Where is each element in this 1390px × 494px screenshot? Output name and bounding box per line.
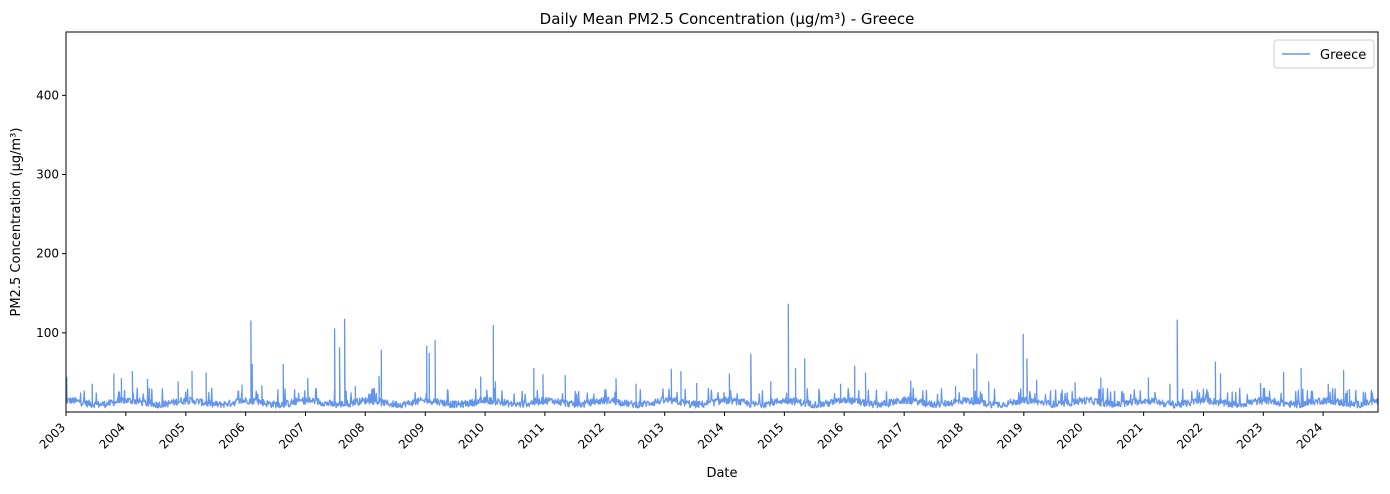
x-tick-label: 2010 xyxy=(456,420,487,451)
x-tick-label: 2004 xyxy=(96,420,127,451)
x-tick-label: 2014 xyxy=(695,420,726,451)
chart-title: Daily Mean PM2.5 Concentration (µg/m³) -… xyxy=(540,10,915,28)
x-tick-label: 2015 xyxy=(755,420,786,451)
y-axis: 100 200 300 400 xyxy=(36,88,66,340)
y-tick-label: 100 xyxy=(36,326,59,340)
plot-area xyxy=(65,303,1379,409)
y-axis-label: PM2.5 Concentration (µg/m³) xyxy=(9,128,24,317)
x-tick-label: 2003 xyxy=(37,420,68,451)
x-tick-label: 2006 xyxy=(216,420,247,451)
x-tick-label: 2016 xyxy=(815,420,846,451)
x-axis-label: Date xyxy=(706,466,737,481)
x-tick-label: 2005 xyxy=(156,420,187,451)
x-tick-label: 2011 xyxy=(516,420,547,451)
y-tick-label: 300 xyxy=(36,168,59,182)
x-tick-label: 2018 xyxy=(935,420,966,451)
y-tick-label: 200 xyxy=(36,247,59,261)
x-tick-label: 2012 xyxy=(575,420,606,451)
x-tick-label: 2024 xyxy=(1294,420,1325,451)
x-tick-label: 2020 xyxy=(1054,420,1085,451)
series-line-greece xyxy=(65,303,1379,409)
x-tick-label: 2021 xyxy=(1114,420,1145,451)
x-tick-label: 2007 xyxy=(276,420,307,451)
legend-box xyxy=(1273,39,1375,69)
x-tick-label: 2009 xyxy=(396,420,427,451)
x-tick-label: 2022 xyxy=(1174,420,1205,451)
y-tick-label: 400 xyxy=(36,88,59,102)
x-tick-label: 2013 xyxy=(635,420,666,451)
x-tick-label: 2008 xyxy=(336,420,367,451)
legend: Greece xyxy=(1273,39,1375,69)
plot-frame xyxy=(65,31,1379,413)
x-axis: 2003 2004 2005 2006 2007 2008 2009 2010 2011 2012… xyxy=(37,412,1325,452)
x-tick-label: 2023 xyxy=(1234,420,1265,451)
legend-label-greece: Greece xyxy=(1320,48,1366,63)
x-tick-label: 2019 xyxy=(994,420,1025,451)
x-tick-label: 2017 xyxy=(875,420,906,451)
